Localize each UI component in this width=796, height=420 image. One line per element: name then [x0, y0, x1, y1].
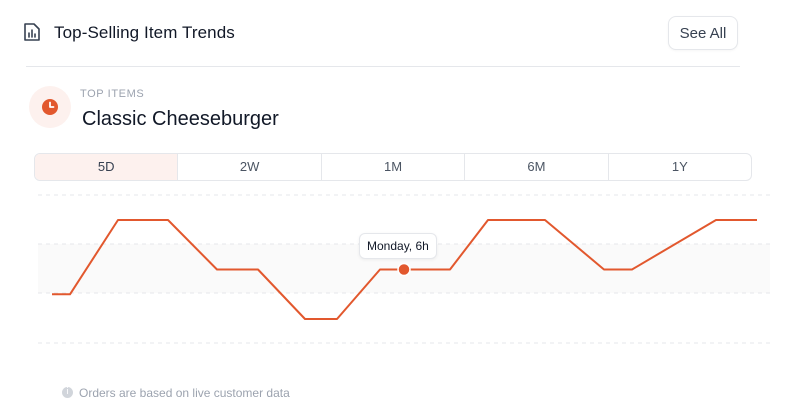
item-eyebrow: TOP ITEMS	[80, 88, 145, 100]
tab-1m[interactable]: 1M	[322, 154, 466, 180]
chart-tooltip: Monday, 6h	[359, 233, 437, 259]
tab-1y[interactable]: 1Y	[671, 159, 688, 174]
card-title: Top-Selling Item Trends	[54, 23, 235, 42]
footer-note-text: Orders are based on live customer data	[79, 386, 290, 400]
card-header: Top-Selling Item Trends See All	[22, 16, 738, 52]
footer-note: i Orders are based on live customer data	[62, 385, 290, 401]
series-line	[52, 219, 757, 320]
item-name: Classic Cheeseburger	[82, 108, 279, 130]
tab-2w[interactable]: 2W	[178, 154, 322, 180]
report-chart-icon	[22, 22, 44, 44]
header-divider	[26, 66, 740, 67]
tab-5d[interactable]: 5D	[35, 154, 179, 180]
info-icon: i	[62, 387, 73, 399]
tab-6m[interactable]: 6M	[465, 154, 609, 180]
see-all-button[interactable]: See All	[668, 16, 738, 50]
item-badge	[29, 86, 71, 128]
highlight-marker[interactable]	[397, 262, 411, 277]
time-range-tabs: 5D 2W 1M 6M 1Y	[34, 153, 752, 181]
trend-chart	[38, 194, 770, 344]
